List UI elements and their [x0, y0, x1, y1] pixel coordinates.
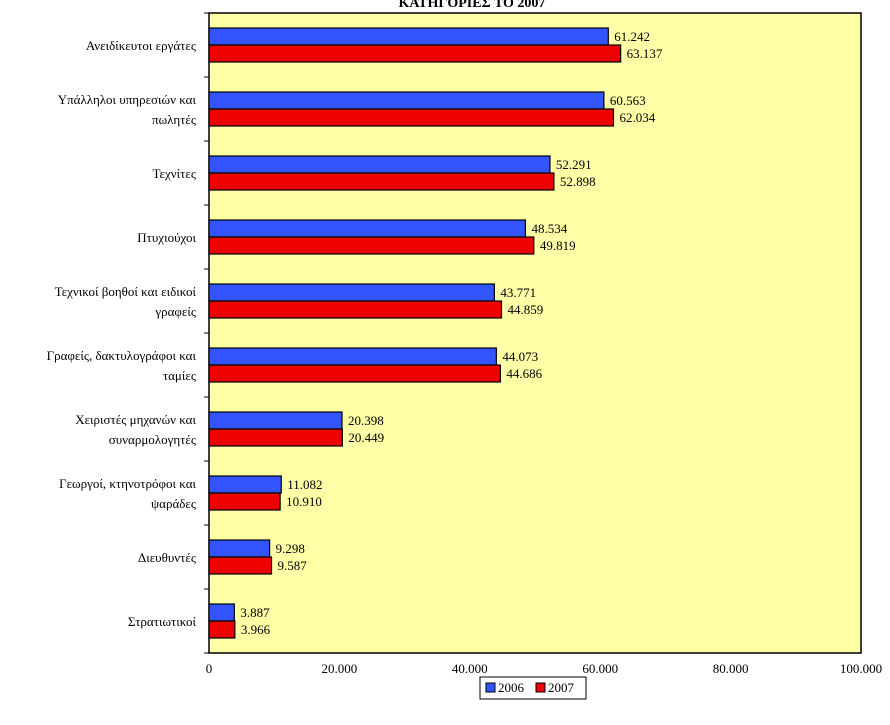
bar-2006-5 [208, 347, 497, 366]
x-tick-label-0: 0 [206, 661, 213, 676]
bar-2006-8 [208, 539, 271, 558]
data-label-2007-1: 62.034 [619, 110, 655, 125]
category-labels: Ανειδίκευτοι εργάτες Υπάλληλοι υπηρεσιών … [47, 38, 197, 629]
data-label-2007-2: 52.898 [560, 174, 596, 189]
data-label-2007-8: 9.587 [278, 558, 308, 573]
data-label-2007-3: 49.819 [540, 238, 576, 253]
chart-title: ΚΑΤΗΓΟΡΙΕΣ ΤΟ 2007 [399, 0, 546, 11]
data-label-2006-1: 60.563 [610, 93, 646, 108]
data-label-2007-9: 3.966 [241, 622, 271, 637]
bar-2007-0 [208, 44, 622, 63]
x-tick-label-3: 60.000 [582, 661, 618, 676]
data-label-2007-0: 63.137 [627, 46, 663, 61]
legend-box [479, 676, 587, 700]
bar-2007-9 [208, 620, 236, 639]
data-label-2006-9: 3.887 [240, 605, 270, 620]
bar-2007-4 [208, 300, 503, 319]
x-axis: 0 20.000 40.000 60.000 80.000 100.000 [204, 12, 882, 676]
data-label-2006-0: 61.242 [614, 29, 650, 44]
bar-2007-5 [208, 364, 501, 383]
data-label-2007-6: 20.449 [348, 430, 384, 445]
category-label-6: συναρμολογητές [109, 432, 197, 447]
data-label-2006-3: 48.534 [531, 221, 567, 236]
x-tick-label-2: 40.000 [452, 661, 488, 676]
x-tick-label-5: 100.000 [840, 661, 882, 676]
category-label-1: πωλητές [152, 112, 197, 127]
bar-2006-7 [208, 475, 282, 494]
bar-2007-2 [208, 172, 555, 191]
legend-label-2006: 2006 [498, 680, 525, 695]
bars: 61.242 63.137 60.563 62.034 52.291 52.898 48.5… [208, 27, 663, 639]
category-label-2: Τεχνίτες [153, 166, 197, 181]
category-label-4: Τεχνικοί βοηθοί και ειδικοί [55, 284, 197, 299]
category-label-7: ψαράδες [151, 496, 197, 511]
bar-2007-6 [208, 428, 343, 447]
category-label-7: Γεωργοί, κτηνοτρόφοι και [59, 476, 196, 491]
category-label-3: Πτυχιούχοι [137, 230, 196, 245]
bar-2006-6 [208, 411, 343, 430]
bar-2007-8 [208, 556, 273, 575]
category-label-9: Στρατιωτικοί [128, 614, 197, 629]
bar-2007-3 [208, 236, 535, 255]
legend: 2006 2007 [479, 676, 587, 700]
data-label-2006-7: 11.082 [287, 477, 322, 492]
category-label-0: Ανειδίκευτοι εργάτες [86, 38, 197, 53]
data-label-2007-5: 44.686 [506, 366, 542, 381]
bar-2006-9 [208, 603, 235, 622]
data-label-2006-4: 43.771 [500, 285, 536, 300]
x-tick-label-1: 20.000 [322, 661, 358, 676]
bar-2006-0 [208, 27, 609, 46]
bar-2006-4 [208, 283, 495, 302]
category-label-5: ταμίες [163, 368, 197, 383]
data-label-2006-6: 20.398 [348, 413, 384, 428]
bar-2006-2 [208, 155, 551, 174]
category-label-8: Διευθυντές [138, 550, 197, 565]
data-label-2006-2: 52.291 [556, 157, 592, 172]
x-tick-label-4: 80.000 [713, 661, 749, 676]
category-label-5: Γραφείς, δακτυλογράφοι και [47, 348, 197, 363]
category-label-6: Χειριστές μηχανών και [75, 412, 196, 427]
bar-2007-7 [208, 492, 281, 511]
data-label-2006-8: 9.298 [276, 541, 305, 556]
category-label-4: γραφείς [154, 304, 197, 319]
data-label-2006-5: 44.073 [502, 349, 538, 364]
bar-2007-1 [208, 108, 615, 127]
data-label-2007-7: 10.910 [286, 494, 322, 509]
legend-swatch-2006 [485, 682, 496, 693]
bar-2006-3 [208, 219, 527, 238]
legend-swatch-2007 [535, 682, 546, 693]
bar-2006-1 [208, 91, 605, 110]
data-label-2007-4: 44.859 [507, 302, 543, 317]
legend-label-2007: 2007 [548, 680, 575, 695]
category-label-1: Υπάλληλοι υπηρεσιών και [58, 92, 197, 107]
